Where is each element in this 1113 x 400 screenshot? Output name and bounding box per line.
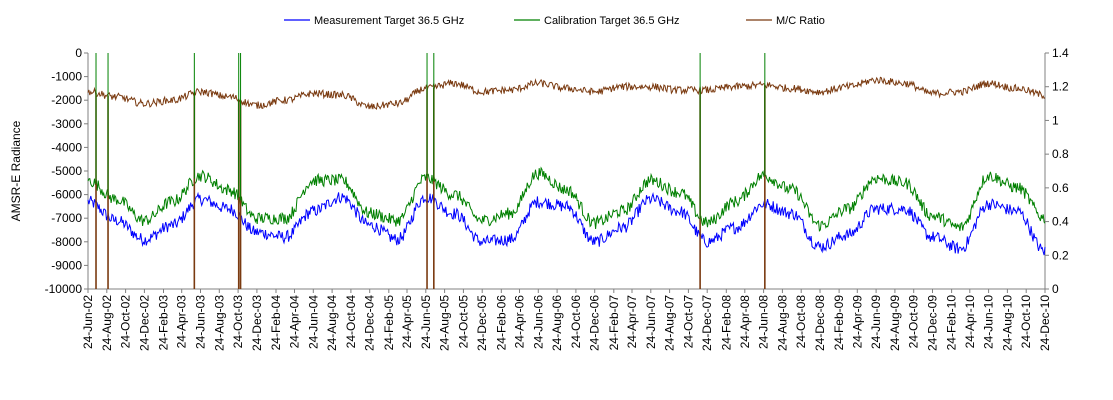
x-tick-label: 24-Oct-09 xyxy=(907,295,921,349)
x-tick-label: 24-Aug-09 xyxy=(888,295,902,351)
x-tick-label: 24-Dec-09 xyxy=(926,295,940,351)
y-tick-label: -10000 xyxy=(45,282,83,296)
series-line xyxy=(87,191,1046,256)
y2-tick-label: 0.2 xyxy=(1052,248,1069,262)
x-tick-label: 24-Dec-10 xyxy=(1038,295,1052,351)
x-tick-label: 24-Dec-03 xyxy=(250,295,264,351)
x-tick-label: 24-Aug-06 xyxy=(550,295,564,351)
y-tick-label: -1000 xyxy=(51,70,82,84)
x-tick-label: 24-Feb-05 xyxy=(382,295,396,351)
x-tick-label: 24-Dec-06 xyxy=(588,295,602,351)
y-tick-label: -5000 xyxy=(51,164,82,178)
x-tick-label: 24-Jun-03 xyxy=(193,295,207,349)
x-tick-label: 24-Jun-07 xyxy=(644,295,658,349)
y2-tick-label: 1 xyxy=(1052,113,1059,127)
x-tick-label: 24-Apr-04 xyxy=(288,295,302,349)
x-tick-label: 24-Feb-10 xyxy=(945,295,959,351)
x-tick-label: 24-Oct-04 xyxy=(344,295,358,349)
series-line xyxy=(87,166,1046,232)
x-tick-label: 24-Oct-06 xyxy=(569,295,583,349)
legend: Measurement Target 36.5 GHz Calibration T… xyxy=(284,15,825,27)
x-tick-label: 24-Jun-04 xyxy=(306,295,320,349)
x-tick-label: 24-Aug-10 xyxy=(1000,295,1014,351)
x-tick-label: 24-Apr-07 xyxy=(625,295,639,349)
x-tick-label: 24-Aug-04 xyxy=(325,295,339,351)
y-tick-label: -4000 xyxy=(51,140,82,154)
y2-tick-label: 1.2 xyxy=(1052,80,1069,94)
x-tick-label: 24-Apr-05 xyxy=(400,295,414,349)
x-tick-label: 24-Feb-06 xyxy=(494,295,508,351)
x-tick-label: 24-Feb-04 xyxy=(269,295,283,351)
legend-label: Measurement Target 36.5 GHz xyxy=(314,15,464,27)
y-tick-label: -7000 xyxy=(51,211,82,225)
x-tick-label: 24-Jun-09 xyxy=(869,295,883,349)
x-tick-label: 24-Aug-08 xyxy=(775,295,789,351)
x-tick-label: 24-Aug-07 xyxy=(663,295,677,351)
x-tick-label: 24-Aug-05 xyxy=(438,295,452,351)
x-tick-label: 24-Dec-07 xyxy=(700,295,714,351)
x-tick-label: 24-Feb-07 xyxy=(607,295,621,351)
x-tick-label: 24-Dec-04 xyxy=(363,295,377,351)
x-tick-label: 24-Dec-02 xyxy=(137,295,151,351)
plot-area xyxy=(87,53,1046,289)
y-tick-label: -8000 xyxy=(51,235,82,249)
y-tick-label: 0 xyxy=(75,46,82,60)
x-tick-label: 24-Jun-02 xyxy=(81,295,95,349)
y-tick-label: -9000 xyxy=(51,258,82,272)
x-tick-label: 24-Aug-02 xyxy=(100,295,114,351)
legend-label: M/C Ratio xyxy=(776,15,825,27)
x-tick-label: 24-Apr-03 xyxy=(175,295,189,349)
x-tick-label: 24-Apr-09 xyxy=(850,295,864,349)
x-tick-label: 24-Apr-06 xyxy=(512,295,526,349)
y-tick-label: -2000 xyxy=(51,93,82,107)
x-tick-label: 24-Jun-06 xyxy=(531,295,545,349)
x-tick-label: 24-Oct-08 xyxy=(794,295,808,349)
legend-label: Calibration Target 36.5 GHz xyxy=(544,15,680,27)
x-tick-label: 24-Oct-02 xyxy=(119,295,133,349)
x-tick-label: 24-Feb-09 xyxy=(832,295,846,351)
series-line xyxy=(87,76,1046,110)
x-tick-label: 24-Feb-03 xyxy=(157,295,171,351)
y2-tick-label: 0.6 xyxy=(1052,181,1069,195)
y-tick-label: -6000 xyxy=(51,188,82,202)
x-tick-label: 24-Oct-10 xyxy=(1019,295,1033,349)
x-tick-label: 24-Apr-08 xyxy=(738,295,752,349)
x-tick-label: 24-Jun-05 xyxy=(419,295,433,349)
y-axis-title: AMSR-E Radiance xyxy=(9,120,23,221)
x-tick-label: 24-Jun-08 xyxy=(757,295,771,349)
x-tick-label: 24-Dec-05 xyxy=(475,295,489,351)
y2-tick-label: 0.8 xyxy=(1052,147,1069,161)
y-tick-label: -3000 xyxy=(51,117,82,131)
x-tick-label: 24-Oct-07 xyxy=(681,295,695,349)
axes: 0 -1000 -2000 -3000 -4000 -5000 -6000 -7000 -800… xyxy=(45,46,1069,351)
y2-tick-label: 0 xyxy=(1052,282,1059,296)
x-tick-label: 24-Aug-03 xyxy=(212,295,226,351)
x-tick-label: 24-Jun-10 xyxy=(982,295,996,349)
x-tick-label: 24-Apr-10 xyxy=(963,295,977,349)
y2-tick-label: 0.4 xyxy=(1052,215,1069,229)
x-tick-label: 24-Dec-08 xyxy=(813,295,827,351)
x-tick-label: 24-Feb-08 xyxy=(719,295,733,351)
y2-tick-label: 1.4 xyxy=(1052,46,1069,60)
x-tick-label: 24-Oct-03 xyxy=(231,295,245,349)
x-tick-label: 24-Oct-05 xyxy=(456,295,470,349)
